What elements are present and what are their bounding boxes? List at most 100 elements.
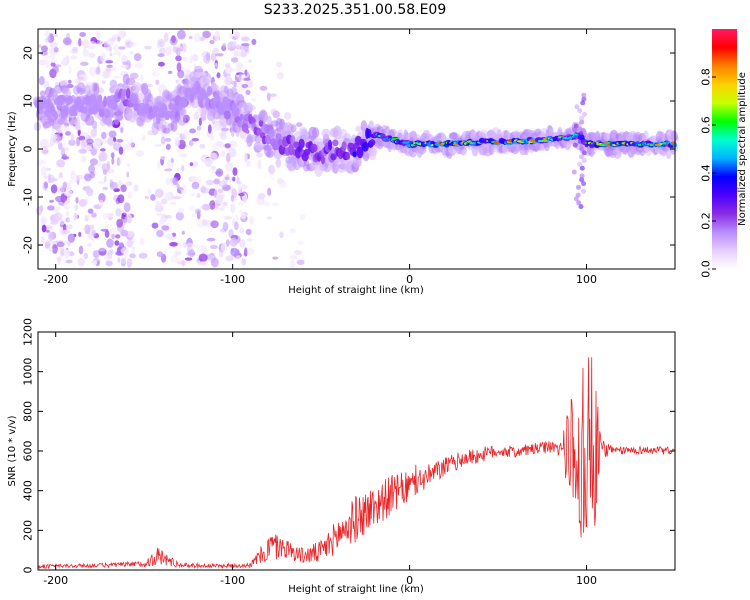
- spectrogram-spike: [575, 192, 581, 198]
- spectrogram-ridge-halo: [249, 134, 257, 143]
- spectrogram-noise-blob: [210, 134, 214, 141]
- spectrogram-ridge-halo: [368, 147, 377, 161]
- spectrogram-ridge-halo: [84, 114, 95, 126]
- spectrogram-noise-blob: [39, 205, 44, 212]
- spectrogram-noise-blob: [234, 221, 239, 231]
- spectrogram-noise-blob: [237, 201, 244, 207]
- spectrogram-noise-blob: [172, 232, 176, 237]
- spectrogram-noise-blob: [82, 39, 90, 49]
- spectrogram-noise-blob: [127, 231, 135, 238]
- spectrogram-noise-blob: [212, 47, 219, 55]
- spectrogram-spike: [579, 119, 585, 125]
- spectrogram-ridge-halo: [105, 119, 115, 127]
- spectrogram-noise-blob: [182, 56, 188, 62]
- spectrogram-ridge-core: [72, 109, 78, 117]
- spectrogram-noise-blob: [97, 40, 103, 45]
- spectrogram-noise-blob: [49, 199, 55, 203]
- spectrogram-spike: [576, 184, 581, 190]
- spectrogram-noise-blob: [185, 69, 192, 76]
- spectrogram-spike: [573, 196, 579, 202]
- spectrogram-noise-blob: [209, 200, 216, 210]
- spectrogram-y-tick-label: 10: [22, 94, 35, 108]
- spectrogram-noise-blob: [155, 200, 163, 209]
- spectrogram-noise-blob: [241, 43, 250, 47]
- spectrogram-noise-blob: [89, 66, 97, 77]
- spectrogram-noise-blob: [110, 152, 115, 159]
- spectrogram-noise-blob: [213, 178, 220, 185]
- snr-x-tick-label: -200: [43, 574, 68, 587]
- spectrogram-noise-blob: [56, 241, 65, 248]
- spectrogram-noise-blob: [60, 125, 70, 132]
- spectrogram-noise-blob: [122, 61, 128, 65]
- spectrogram-noise-blob: [177, 243, 182, 248]
- spectrogram-noise-blob: [98, 199, 104, 208]
- spectrogram-spike: [581, 181, 587, 187]
- spectrogram-noise-blob: [45, 60, 50, 69]
- spectrogram-noise-blob: [67, 233, 76, 243]
- spectrogram-noise-blob: [186, 242, 194, 249]
- spectrogram-noise-blob: [277, 72, 284, 80]
- spectrogram-noise-blob: [78, 245, 84, 255]
- spectrogram-noise-blob: [102, 186, 108, 191]
- spectrogram-noise-blob: [90, 128, 98, 138]
- spectrogram-noise-blob: [214, 62, 218, 68]
- spectrogram-noise-blob: [93, 250, 100, 259]
- spectrogram-noise-blob: [165, 143, 171, 150]
- spectrogram-noise-blob: [191, 213, 197, 217]
- spectrogram-noise-blob: [296, 259, 305, 265]
- spectrogram-noise-blob: [38, 44, 42, 48]
- spectrogram-noise-blob: [272, 256, 279, 260]
- spectrogram-ridge-core: [361, 141, 369, 152]
- spectrogram-noise-blob: [241, 36, 250, 42]
- spectrogram-ridge-core: [98, 108, 105, 118]
- spectrogram-noise-blob: [102, 140, 109, 144]
- spectrogram-noise-blob: [140, 74, 144, 83]
- spectrogram-noise-blob: [104, 255, 110, 261]
- snr-x-label: Height of straight line (km): [288, 584, 424, 595]
- spectrogram-noise-blob: [64, 200, 70, 211]
- spectrogram-noise-blob: [248, 59, 253, 64]
- spectrogram-noise-blob: [224, 176, 230, 181]
- spectrogram-noise-blob: [86, 138, 94, 145]
- spectrogram-noise-blob: [161, 225, 170, 231]
- spectrogram-noise-blob: [235, 214, 239, 221]
- spectrogram-noise-blob: [230, 81, 236, 85]
- spectrogram-noise-blob: [238, 193, 245, 197]
- spectrogram-noise-blob: [126, 239, 134, 248]
- snr-x-tick-label: -100: [220, 574, 245, 587]
- spectrogram-noise-blob: [70, 133, 75, 143]
- spectrogram-noise-blob: [100, 228, 109, 232]
- spectrogram-ridge-halo: [39, 90, 46, 97]
- spectrogram-noise-blob: [98, 193, 106, 203]
- spectrogram-noise-blob: [147, 83, 153, 88]
- spectrogram-noise-blob: [181, 259, 186, 267]
- spectrogram-ridge-core: [369, 139, 376, 146]
- spectrogram-noise-blob: [239, 227, 245, 234]
- spectrogram-noise-blob: [187, 249, 196, 258]
- spectrogram-ridge-halo: [387, 128, 398, 137]
- spectrogram-noise-blob: [69, 177, 77, 184]
- spectrogram-noise-blob: [178, 153, 188, 158]
- spectrogram-noise-blob: [123, 202, 131, 213]
- spectrogram-noise-blob: [239, 209, 243, 215]
- spectrogram-noise-blob: [63, 189, 73, 197]
- spectrogram-noise-blob: [95, 31, 101, 40]
- spectrogram-noise-blob: [170, 254, 178, 264]
- spectrogram-noise-blob: [129, 139, 135, 147]
- spectrogram-noise-blob: [128, 50, 135, 55]
- spectrogram-noise-blob: [257, 159, 262, 170]
- spectrogram-noise-blob: [72, 46, 78, 53]
- spectrogram-spike: [579, 154, 584, 160]
- spectrogram-noise-blob: [201, 219, 208, 226]
- snr-y-tick-label: 1000: [22, 358, 35, 386]
- spectrogram-noise-blob: [73, 79, 80, 83]
- spectrogram-noise-blob: [41, 224, 47, 233]
- spectrogram-noise-blob: [46, 144, 52, 148]
- spectrogram-noise-blob: [101, 131, 107, 140]
- spectrogram-ridge-halo: [125, 77, 136, 86]
- spectrogram-noise-blob: [181, 189, 187, 194]
- spectrogram-noise-blob: [176, 168, 183, 172]
- spectrogram-noise-blob: [118, 46, 126, 50]
- spectrogram-noise-blob: [53, 47, 59, 53]
